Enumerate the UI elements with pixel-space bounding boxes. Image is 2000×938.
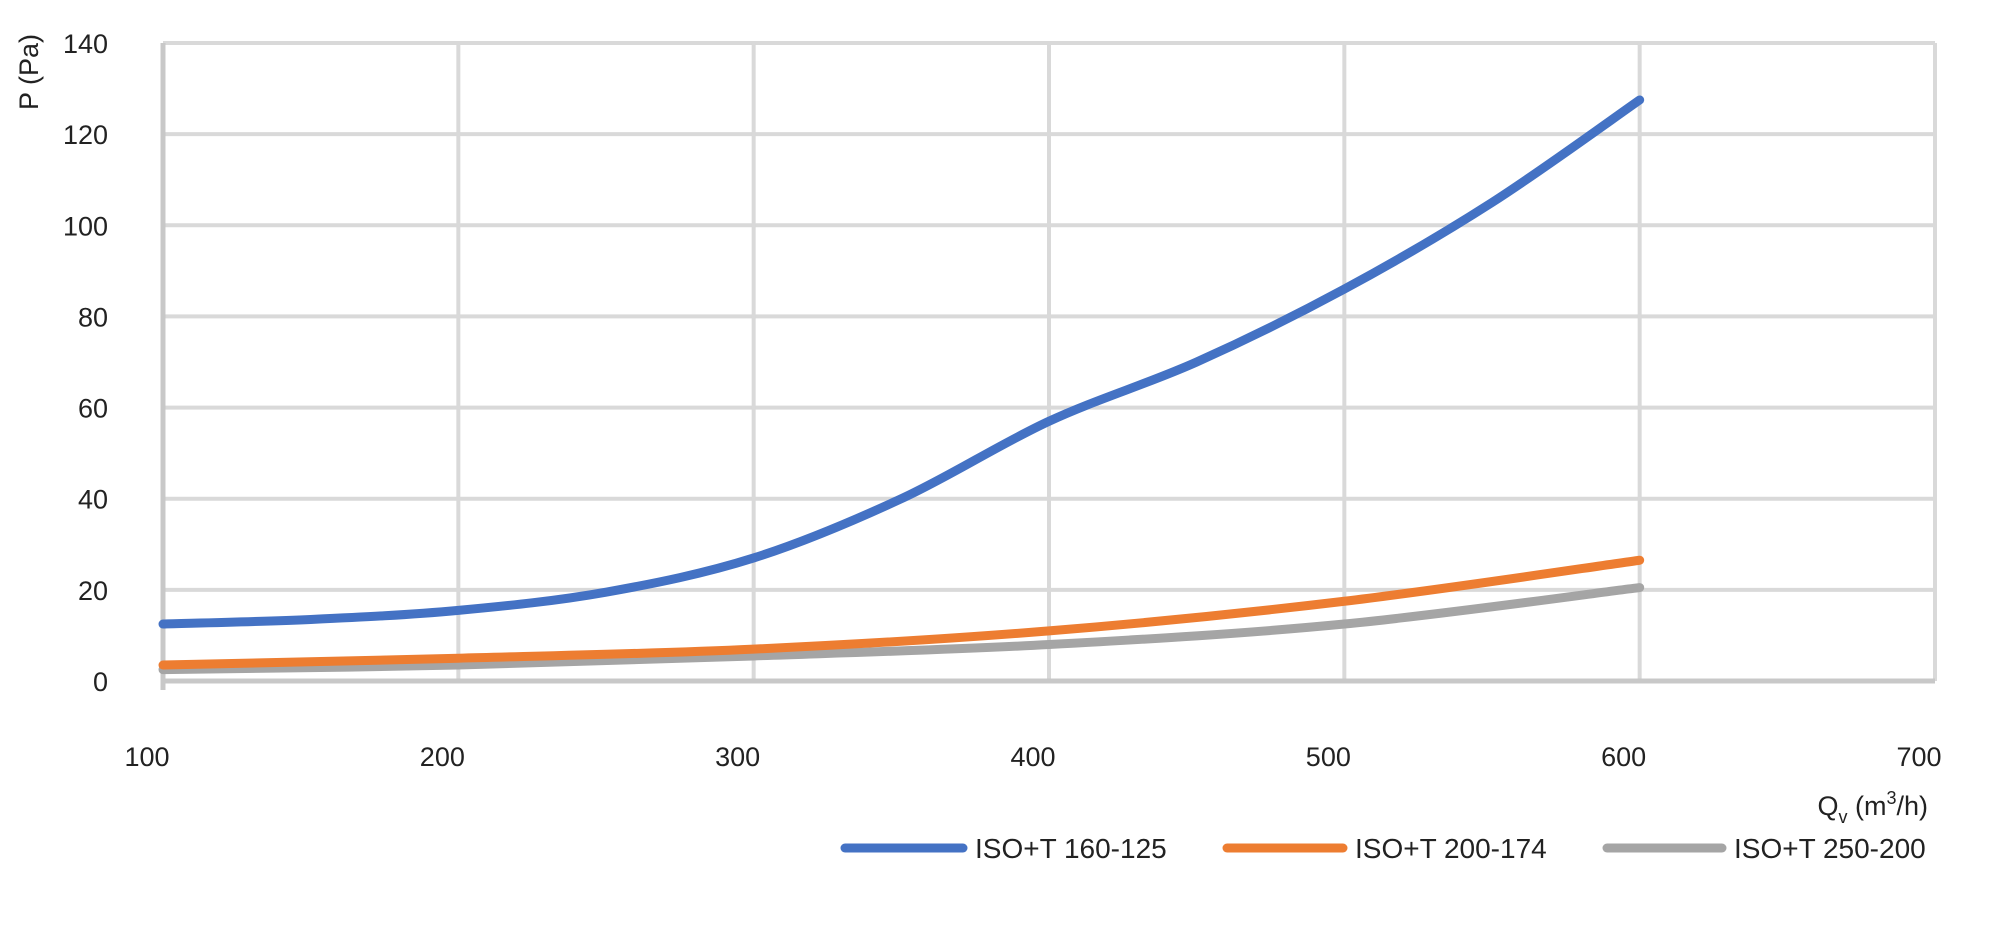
x-tick-label: 400 <box>1010 742 1055 772</box>
y-tick-label: 40 <box>78 485 108 515</box>
x-axis-label-sub: v <box>1838 807 1847 827</box>
x-axis-label-base: Q <box>1817 791 1838 821</box>
y-tick-label: 60 <box>78 394 108 424</box>
series-line <box>158 95 1645 629</box>
grid <box>163 41 1937 681</box>
x-axis-label-post: /h) <box>1896 791 1928 821</box>
series-line <box>158 555 1645 670</box>
x-tick-label: 300 <box>715 742 760 772</box>
x-tick-label: 200 <box>420 742 465 772</box>
legend: ISO+T 160-125 ISO+T 200-174 ISO+T 250-20… <box>840 833 1926 864</box>
x-axis-label-sup: 3 <box>1886 788 1896 808</box>
y-tick-label: 100 <box>63 211 108 241</box>
legend-item: ISO+T 160-125 <box>840 833 1167 864</box>
legend-label: ISO+T 200-174 <box>1355 833 1547 864</box>
y-tick-label: 20 <box>78 576 108 606</box>
x-tick-label: 600 <box>1601 742 1646 772</box>
x-tick-label: 100 <box>124 742 169 772</box>
y-tick-label: 80 <box>78 302 108 332</box>
tick-labels: 0 20 40 60 80 100 120 140 100 200 300 400 500 600 700 <box>63 29 1942 772</box>
y-tick-label: 140 <box>63 29 108 59</box>
legend-label: ISO+T 250-200 <box>1734 833 1926 864</box>
series-line <box>158 583 1645 675</box>
series-lines <box>158 95 1645 675</box>
x-axis-label-pre: (m <box>1847 791 1886 821</box>
legend-item: ISO+T 200-174 <box>1222 833 1547 864</box>
x-tick-label: 700 <box>1896 742 1941 772</box>
x-tick-label: 500 <box>1306 742 1351 772</box>
x-axis-label: Qv (m3/h) <box>1817 788 1928 827</box>
legend-item: ISO+T 250-200 <box>1602 833 1926 864</box>
y-axis-label: P (Pa) <box>14 34 44 110</box>
legend-label: ISO+T 160-125 <box>975 833 1167 864</box>
axes <box>160 43 1935 690</box>
y-tick-label: 120 <box>63 120 108 150</box>
y-tick-label: 0 <box>93 667 108 697</box>
